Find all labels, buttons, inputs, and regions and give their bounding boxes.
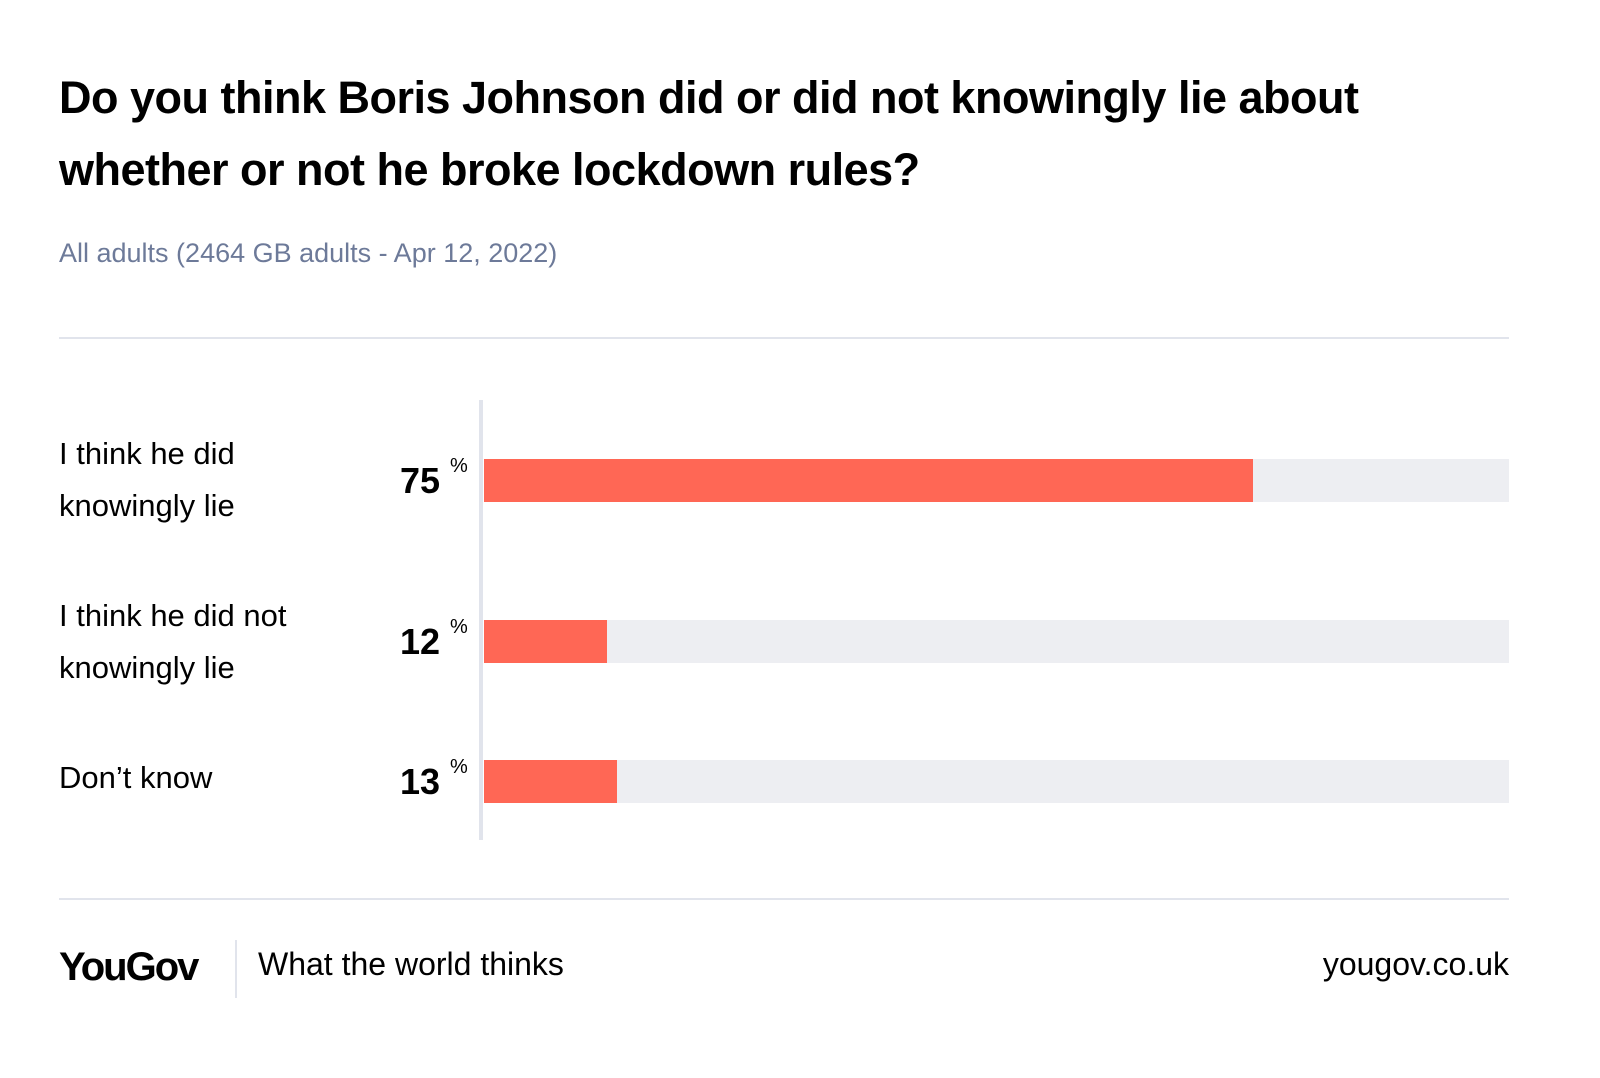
axis-line [479,400,483,840]
category-label-line: knowingly lie [59,650,235,685]
chart-title: Do you think Boris Johnson did or did no… [59,72,1359,195]
chart-subtitle: All adults (2464 GB adults - Apr 12, 202… [59,238,558,268]
footer-separator [235,940,237,998]
bar-track [484,760,1509,803]
category-label-line: I think he did not [59,598,287,633]
percent-sign: % [450,455,468,477]
category-label-line: I think he did [59,436,235,471]
percent-sign: % [450,616,468,638]
bar-track [484,459,1509,502]
category-label: I think he did knowingly lie [59,428,235,532]
bar [484,459,1253,502]
percent-sign: % [450,756,468,778]
bar [484,620,607,663]
category-label: Don’t know [59,752,212,804]
data-label: 12 [399,621,440,662]
category-label: I think he did not knowingly lie [59,590,287,694]
top-divider [59,337,1509,339]
category-label-line: Don’t know [59,760,213,795]
bottom-divider [59,898,1509,900]
tagline: What the world thinks [258,946,564,982]
site-url[interactable]: yougov.co.uk [1322,946,1509,982]
bar-track [484,620,1509,663]
bar [484,760,618,803]
category-label-line: knowingly lie [59,488,235,523]
data-label: 75 [399,460,440,501]
yougov-logo: YouGov [59,945,199,989]
data-label: 13 [399,761,440,802]
